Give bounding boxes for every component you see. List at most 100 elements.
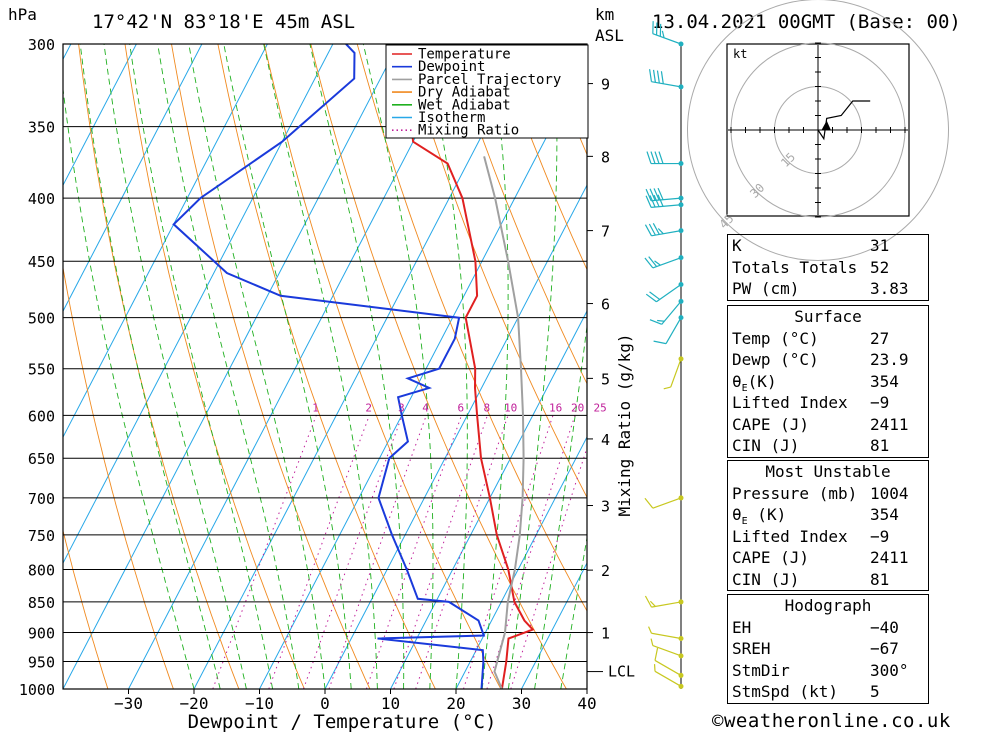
wet-adiabat-line [188,44,326,689]
wind-barb-flag [644,224,652,237]
pressure-tick-label: 950 [28,654,55,672]
wind-barb-flag [654,260,661,266]
wind-barb-flag [650,151,656,164]
wind-barb-flag [648,223,656,236]
isotherm-line [0,44,5,689]
height-tick-label: 4 [601,431,610,449]
wind-barb-flag [663,386,671,390]
parcel-trajectory-line [483,156,525,689]
wet-adiabat-line [129,44,274,689]
wind-barb-flag [644,595,652,608]
mu-li-row: Lifted Index −9 [732,526,890,546]
temperature-tick-label: 30 [512,694,531,713]
wet-adiabat-line [263,44,378,689]
wind-barb-flag [649,319,662,325]
wind-barb-shaft [670,358,682,388]
temperature-axis-labels: −30 −20 −10 0 10 20 30 40 [114,689,597,713]
pressure-tick-label: 600 [28,407,55,425]
wet-adiabat-line [362,44,434,689]
height-tick-label: 5 [601,370,610,388]
storm-motion-marker [821,120,831,130]
km-unit-label: km [595,5,614,24]
isotherm-line [390,310,587,689]
mixing-ratio-label: 25 [593,401,606,414]
isotherm-line [521,561,587,689]
wind-barb-shaft [652,497,682,509]
legend-label: Dewpoint [418,59,485,75]
height-axis-labels: 1 2 3 4 5 6 7 8 9 LCL [587,76,635,681]
most-unstable-table: Most Unstable Pressure (mb) 1004 θE (K) 35… [727,460,929,591]
legend-label: Parcel Trajectory [418,72,561,88]
legend-label: Isotherm [418,110,485,126]
isotherm-line [193,44,530,689]
k-index-value: 31 [870,236,890,255]
temperature-tick-label: 0 [320,694,330,713]
x-axis-title: Dewpoint / Temperature (°C) [188,711,497,733]
wind-barb-flag [657,228,664,235]
mixing-ratio-label: 16 [549,401,562,414]
surface-cape-row: CAPE (J) 2411 [732,414,909,434]
wind-barb-shaft [651,81,682,88]
dry-adiabat-line [310,44,567,689]
surface-li-row: Lifted Index −9 [732,393,890,412]
mixing-ratio-line [415,415,509,689]
mu-cin-row: CIN (J) 81 [732,569,890,589]
hodograph-table: Hodograph EH −40 SREH −67 StmDir 300° StmSp… [727,594,929,704]
temperature-tick-label: 10 [381,694,400,713]
temperature-tick-label: −30 [114,694,143,713]
dry-adiabat-line [961,44,1000,689]
pressure-tick-label: 450 [28,253,55,271]
mixing-ratio-axis-title: Mixing Ratio (g/kg) [615,333,634,516]
sounding-series [172,44,535,689]
pressure-tick-label: 350 [28,119,55,137]
totals-totals-row: Totals Totals 52 [728,257,928,279]
credit-link[interactable]: ©weatheronline.co.uk [712,710,951,732]
surface-dewp-row: Dewp (°C) 23.9 [732,350,909,369]
surface-table: Surface Temp (°C) 27 Dewp (°C) 23.9 θE(K) 3… [727,305,929,458]
wind-barb-flag [645,293,657,303]
legend-label: Mixing Ratio [418,123,519,139]
temperature-tick-label: 40 [577,694,596,713]
isotherm-line [63,44,137,187]
pressure-tick-label: 850 [28,594,55,612]
pressure-axis-labels: 300 350 400 450 500 550 600 650 700 750 800 850 900 9… [19,36,55,699]
dry-adiabat-line [78,44,240,689]
temperature-tick-label: −10 [245,694,274,713]
location-title: 17°42'N 83°18'E 45m ASL [92,11,355,33]
wet-adiabat-line [423,44,468,689]
stmspd-row: StmSpd (kt) 5 [732,682,880,701]
wind-barb-flag [649,188,656,201]
mixing-ratio-line [303,415,403,689]
indices-table: K 31 Totals Totals 52 PW (cm) 3.83 [727,234,929,301]
wind-barb-shaft [654,670,682,687]
pressure-tick-label: 300 [28,36,55,54]
mixing-ratio-label: 10 [504,401,517,414]
pressure-tick-label: 650 [28,450,55,468]
datetime-title: 13.04.2021 00GMT (Base: 00) [652,11,961,33]
wind-barb-flag [649,600,656,607]
wind-barb-flag [644,497,654,509]
wet-adiabat-line [79,44,221,689]
pw-row: PW (cm) 3.83 [728,278,928,300]
legend-label: Temperature [418,47,511,63]
wind-barb-flag [656,70,660,84]
wet-adiabat-line [481,44,509,689]
wind-barb-flag [644,257,654,269]
wind-barb-shaft [656,284,682,303]
k-index-row: K 31 [728,235,928,257]
most-unstable-heading: Most Unstable [765,462,891,481]
dry-adiabat-line [403,44,587,499]
height-tick-label: 8 [601,148,610,166]
hodograph-heading: Hodograph [784,596,872,615]
surface-heading: Surface [794,307,862,326]
dry-adiabat-line [449,44,587,385]
wind-barb-shaft [651,632,682,640]
wind-barb-flag [646,151,652,164]
surface-cin-row: CIN (J) 81 [732,436,890,455]
wind-barb-flag [654,647,659,661]
dewpoint-line [172,44,486,689]
isotherm-line [63,44,399,689]
mixing-ratio-label: 6 [458,401,465,414]
wind-barb-flag [645,195,652,208]
